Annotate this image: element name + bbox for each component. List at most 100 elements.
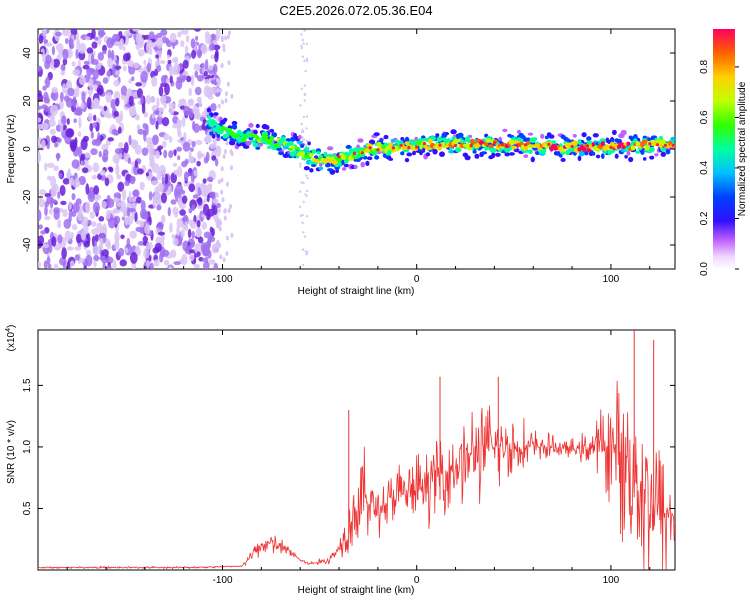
noise-blob	[41, 139, 46, 150]
noise-blob	[62, 58, 68, 66]
ridge-peak	[609, 145, 613, 149]
ridge-blob	[316, 151, 321, 155]
ridge-blob	[620, 129, 627, 136]
ridge-peak	[415, 145, 419, 149]
ridge-blob	[318, 166, 324, 171]
noise-blob	[44, 105, 49, 112]
noise-blob	[302, 231, 305, 234]
noise-blob	[102, 261, 106, 269]
noise-blob	[194, 70, 199, 79]
noise-blob	[187, 99, 195, 107]
ridge-blob	[297, 134, 302, 140]
noise-blob	[113, 110, 120, 117]
ridge-blob	[376, 141, 382, 148]
noise-blob	[140, 94, 144, 105]
noise-blob	[191, 49, 197, 59]
noise-blob	[193, 63, 201, 71]
noise-blob	[127, 60, 134, 67]
noise-blob	[74, 246, 82, 251]
noise-blob	[75, 233, 82, 244]
noise-blob	[178, 98, 186, 104]
ridge-blob	[290, 136, 296, 142]
noise-blob	[305, 253, 308, 256]
noise-blob	[220, 189, 224, 195]
noise-blob	[94, 196, 99, 202]
noise-blob	[93, 254, 100, 262]
noise-blob	[301, 38, 305, 42]
snr-ytick-label: 1.0	[22, 440, 33, 454]
noise-blob	[68, 211, 74, 217]
noise-blob	[156, 65, 162, 72]
noise-blob	[96, 63, 102, 70]
noise-blob	[194, 243, 198, 254]
noise-blob	[115, 164, 120, 176]
colorbar: 0.0 0.2 0.4 0.6 0.8 Normalized spectral ampl…	[699, 29, 748, 276]
colorbar-tick-label: 0.0	[699, 262, 710, 276]
noise-blob	[230, 232, 234, 238]
noise-blob	[49, 128, 56, 135]
noise-blob	[173, 56, 179, 64]
noise-blob	[156, 37, 163, 49]
noise-blob	[113, 215, 121, 225]
ridge-blob	[307, 141, 311, 146]
noise-blob	[70, 231, 74, 240]
ridge-blob	[239, 131, 244, 137]
noise-blob	[86, 97, 92, 109]
noise-blob	[96, 87, 103, 94]
ridge-blob	[660, 139, 667, 145]
noise-blob	[91, 58, 99, 65]
noise-blob	[180, 229, 185, 238]
ridge-blob	[253, 129, 258, 135]
noise-blob	[302, 115, 305, 119]
noise-blob	[190, 38, 196, 49]
ridge-blob	[229, 137, 235, 142]
noise-blob	[140, 70, 149, 83]
noise-blob	[54, 142, 58, 148]
noise-blob	[62, 178, 70, 185]
noise-blob	[130, 110, 137, 115]
noise-blob	[207, 238, 211, 249]
noise-blob	[84, 36, 91, 41]
spectrogram-xtick-label: 100	[603, 274, 620, 285]
noise-blob	[86, 47, 94, 54]
noise-blob	[56, 43, 64, 52]
noise-blob	[306, 59, 309, 63]
noise-blob	[132, 190, 139, 197]
noise-blob	[224, 91, 228, 97]
noise-blob	[229, 204, 233, 209]
noise-blob	[197, 196, 203, 206]
noise-blob	[123, 65, 127, 72]
noise-blob	[96, 222, 103, 234]
noise-blob	[230, 93, 234, 99]
noise-blob	[216, 146, 220, 152]
noise-blob	[183, 131, 187, 141]
noise-blob	[172, 162, 178, 167]
noise-blob	[166, 40, 173, 48]
noise-blob	[119, 259, 127, 267]
noise-blob	[135, 43, 140, 51]
ridge-blob	[323, 158, 328, 165]
colorbar-gradient	[713, 29, 735, 269]
noise-blob	[158, 164, 166, 176]
noise-blob	[219, 87, 223, 93]
noise-blob	[229, 149, 233, 155]
noise-blob	[39, 195, 43, 203]
ridge-blob	[540, 133, 545, 139]
noise-blob	[110, 98, 116, 110]
ridge-blob	[616, 144, 622, 149]
noise-blob	[184, 158, 189, 165]
noise-blob	[92, 122, 98, 128]
ridge-blob	[626, 150, 631, 156]
noise-blob	[94, 234, 99, 242]
ridge-blob	[612, 129, 617, 136]
noise-blob	[209, 191, 217, 199]
noise-blob	[43, 91, 49, 101]
noise-blob	[203, 78, 211, 85]
snr-axes: -100 0 100 0.5 1.0 1.5	[22, 330, 675, 586]
noise-blob	[115, 59, 120, 66]
noise-blob	[166, 54, 171, 60]
ridge-blob	[665, 149, 671, 155]
noise-blob	[132, 139, 139, 148]
spectrogram-ytick-label: 0	[22, 146, 33, 152]
noise-blob	[207, 208, 215, 217]
